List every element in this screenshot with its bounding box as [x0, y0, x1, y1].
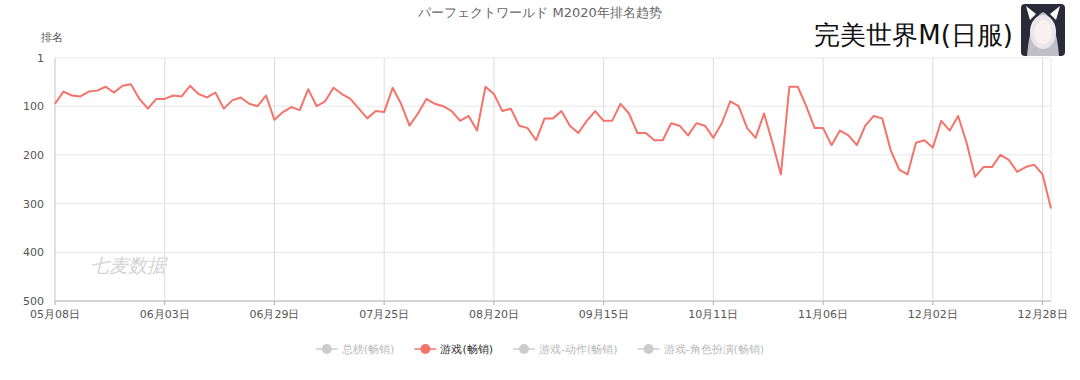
watermark: 七麦数据 — [90, 254, 168, 276]
v-grid-line — [603, 58, 604, 301]
x-tick — [55, 301, 56, 305]
v-grid-line — [274, 58, 275, 301]
icon-hair — [1027, 12, 1059, 56]
y-tick-label: 500 — [23, 295, 44, 308]
x-tick-label: 05月08日 — [30, 308, 80, 321]
x-tick-label: 08月20日 — [469, 308, 519, 321]
h-grid-line — [55, 252, 1051, 253]
x-tick — [493, 301, 494, 305]
icon-bg — [1021, 4, 1065, 56]
legend-marker — [322, 344, 332, 354]
app-icon — [1021, 4, 1065, 56]
y-tick-label: 400 — [23, 246, 44, 259]
legend-label: 游戏-角色扮演(畅销) — [664, 343, 765, 356]
legend-item[interactable]: 游戏-动作(畅销) — [513, 343, 618, 356]
x-tick — [603, 301, 604, 305]
v-grid-line — [823, 58, 824, 301]
plot-frame-right — [1051, 58, 1052, 301]
y-axis-line — [55, 58, 56, 301]
h-grid-line — [55, 106, 1051, 107]
x-tick-label: 12月28日 — [1018, 308, 1068, 321]
x-tick-label: 06月29日 — [249, 308, 299, 321]
x-tick — [384, 301, 385, 305]
h-grid-line — [55, 203, 1051, 204]
x-tick — [932, 301, 933, 305]
icon-face-inner — [1034, 20, 1052, 44]
legend-item[interactable]: 总榜(畅销) — [316, 343, 395, 356]
y-tick-label: 100 — [23, 100, 44, 113]
chart: パーフェクトワールド M2020年排名趋势完美世界M(日服) 排名七麦数据 1 100… — [0, 0, 1080, 380]
x-axis-line — [55, 301, 1051, 302]
icon-ears — [1026, 6, 1060, 20]
h-grid-line — [55, 58, 1051, 59]
legend-label: 总榜(畅销) — [341, 343, 395, 356]
v-grid-line — [384, 58, 385, 301]
legend-label: 游戏(畅销) — [440, 343, 493, 356]
x-tick-label: 12月02日 — [908, 308, 958, 321]
legend-item[interactable]: 游戏-角色扮演(畅销) — [638, 343, 765, 356]
line-series — [55, 84, 1051, 208]
legend-marker — [644, 344, 654, 354]
y-tick-label: 1 — [37, 52, 44, 65]
x-tick-label: 11月06日 — [798, 308, 848, 321]
x-tick-label: 10月11日 — [688, 308, 738, 321]
series-group — [55, 84, 1051, 208]
y-axis-label: 排名 — [41, 31, 63, 44]
x-tick — [823, 301, 824, 305]
x-tick — [164, 301, 165, 305]
x-tick — [1042, 301, 1043, 305]
legend: 总榜(畅销) 游戏(畅销) 游戏-动作(畅销) 游戏-角色扮演(畅销) — [316, 343, 764, 356]
x-tick — [274, 301, 275, 305]
x-tick-label: 06月03日 — [140, 308, 190, 321]
h-grid-line — [55, 154, 1051, 155]
grid — [55, 58, 1051, 305]
x-tick-label: 09月15日 — [579, 308, 629, 321]
v-grid-line — [55, 58, 56, 301]
v-grid-line — [932, 58, 933, 301]
legend-item[interactable]: 游戏(畅销) — [414, 343, 493, 356]
y-tick-label: 300 — [23, 198, 44, 211]
title: パーフェクトワールド M2020年排名趋势 — [417, 5, 661, 20]
v-grid-line — [164, 58, 165, 301]
x-tick-label: 07月25日 — [359, 308, 409, 321]
subtitle: 完美世界M(日服) — [814, 20, 1013, 50]
legend-marker — [420, 344, 430, 354]
legend-marker — [519, 344, 529, 354]
y-tick-label: 200 — [23, 149, 44, 162]
legend-label: 游戏-动作(畅销) — [539, 343, 618, 356]
x-tick — [713, 301, 714, 305]
v-grid-line — [713, 58, 714, 301]
